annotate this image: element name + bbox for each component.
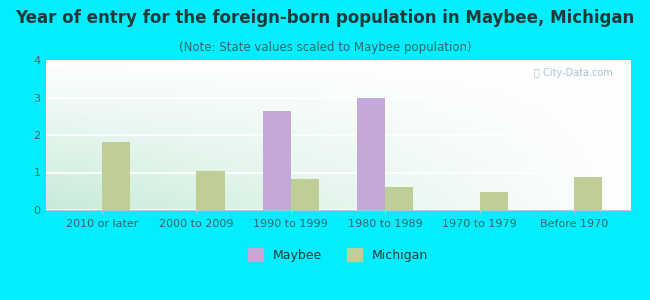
Legend: Maybee, Michigan: Maybee, Michigan bbox=[242, 243, 434, 267]
Bar bbox=[196, 171, 225, 210]
Text: Ⓢ City-Data.com: Ⓢ City-Data.com bbox=[534, 68, 613, 77]
Bar bbox=[102, 142, 131, 210]
Bar bbox=[263, 111, 291, 210]
Bar bbox=[480, 192, 508, 210]
Text: Year of entry for the foreign-born population in Maybee, Michigan: Year of entry for the foreign-born popul… bbox=[16, 9, 634, 27]
Text: (Note: State values scaled to Maybee population): (Note: State values scaled to Maybee pop… bbox=[179, 40, 471, 53]
Bar bbox=[574, 177, 602, 210]
Bar bbox=[291, 179, 319, 210]
Bar bbox=[385, 187, 413, 210]
Bar bbox=[357, 98, 385, 210]
